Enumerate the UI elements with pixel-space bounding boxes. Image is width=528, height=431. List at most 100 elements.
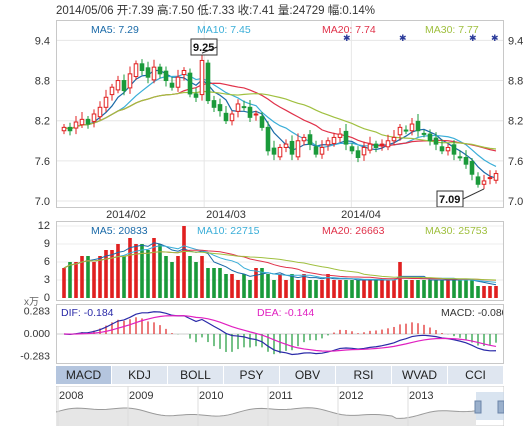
volume-bar: [230, 274, 234, 298]
candle-body: [253, 113, 259, 116]
volume-bar: [212, 268, 216, 298]
volume-bar: [152, 238, 156, 298]
volume-bar: [464, 280, 468, 298]
volume-ma10-line: [63, 245, 497, 283]
volume-bar: [368, 280, 372, 298]
candle-body: [175, 76, 181, 88]
candle-body: [79, 118, 85, 126]
tab-psy[interactable]: PSY: [224, 366, 280, 384]
month-label: 2014/04: [341, 209, 381, 221]
candle-body: [217, 104, 223, 112]
candle-body: [97, 106, 103, 118]
price-tick-label: 8.8: [508, 76, 523, 88]
candle-body: [157, 66, 163, 75]
candle-body: [355, 150, 361, 159]
macd-chart-panel[interactable]: DIF: -0.184 DEA: -0.144 MACD: -0.080: [56, 304, 508, 364]
volume-bar: [350, 280, 354, 298]
volume-bar: [146, 250, 150, 298]
price-tick-label: 7.6: [508, 156, 523, 168]
month-label: 2014/02: [106, 209, 146, 221]
candle-body: [181, 70, 187, 76]
volume-bar: [332, 280, 336, 298]
volume-bar: [482, 286, 486, 298]
tab-wvad[interactable]: WVAD: [392, 366, 448, 384]
history-navigator[interactable]: 2008 2009 2010 2011 2012 2013: [55, 385, 505, 427]
candle-body: [241, 106, 247, 109]
candle-body: [73, 121, 79, 129]
volume-bar: [308, 280, 312, 298]
volume-bar: [374, 280, 378, 298]
macd-tick-label: -0.283: [20, 350, 50, 362]
indicator-tabs: MACD KDJ BOLL PSY OBV RSI WVAD CCI: [56, 366, 504, 384]
tab-kdj[interactable]: KDJ: [112, 366, 168, 384]
volume-ma-legend-label: MA5: 20833: [91, 225, 148, 237]
volume-bar: [128, 238, 132, 298]
candle-body: [475, 176, 481, 185]
star-marker: ✱: [491, 33, 499, 43]
candle-body: [301, 136, 307, 142]
tab-macd[interactable]: MACD: [56, 366, 112, 384]
year-label: 2009: [129, 390, 153, 402]
navigator-handle: [474, 400, 482, 414]
macd-label: MACD: -0.080: [441, 307, 503, 319]
year-label: 2011: [269, 390, 293, 402]
candle-body: [163, 70, 169, 82]
candle-body: [127, 73, 133, 89]
candle-body: [235, 103, 241, 112]
price-tick-label: 8.2: [35, 116, 50, 128]
volume-bar: [62, 268, 66, 298]
volume-tick-label: 0: [44, 292, 50, 304]
tab-obv[interactable]: OBV: [280, 366, 336, 384]
volume-unit-label: x万: [24, 297, 39, 308]
volume-bar: [92, 262, 96, 298]
tab-cci[interactable]: CCI: [448, 366, 504, 384]
price-chart-panel[interactable]: MA5: 7.29 MA10: 7.45 MA20: 7.74 MA30: 7.77 ✱…: [56, 20, 504, 208]
candle-body: [421, 132, 427, 135]
candle-body: [277, 146, 283, 158]
volume-bar: [494, 286, 498, 298]
volume-bar: [254, 268, 258, 298]
candle-body: [427, 133, 433, 142]
volume-bar: [338, 280, 342, 298]
candle-body: [403, 129, 409, 132]
candle-body: [211, 100, 217, 108]
volume-tick-label: 12: [38, 220, 50, 232]
star-marker: ✱: [399, 33, 407, 43]
volume-bar: [272, 280, 276, 298]
volume-bar: [104, 250, 108, 298]
volume-bar: [218, 268, 222, 298]
candle-body: [199, 59, 205, 96]
price-tick-label: 9.4: [35, 35, 50, 47]
tab-rsi[interactable]: RSI: [336, 366, 392, 384]
volume-bar: [296, 280, 300, 298]
candle-body: [337, 133, 343, 138]
candle-body: [133, 63, 139, 78]
macd-axis-left: 0.283 0.000 -0.283: [20, 306, 50, 363]
volume-chart-panel[interactable]: MA5: 20833 MA10: 22715 MA20: 26663 MA30: 25…: [56, 221, 504, 301]
candle-body: [187, 72, 193, 95]
candle-body: [439, 146, 445, 152]
volume-bar: [122, 256, 126, 298]
macd-chart: DIF: -0.184 DEA: -0.144 MACD: -0.080: [57, 307, 508, 356]
candle-body: [103, 96, 109, 108]
quote-header: 2014/05/06 开:7.39 高:7.50 低:7.33 收:7.41 量…: [56, 5, 376, 17]
volume-bar: [284, 280, 288, 298]
candle-body: [271, 147, 277, 155]
candle-body: [367, 143, 373, 151]
candle-body: [457, 156, 463, 159]
volume-tick-label: 9: [44, 238, 50, 250]
candle-body: [229, 113, 235, 122]
candle-body: [385, 140, 391, 148]
candle-body: [295, 140, 301, 158]
volume-bar: [362, 280, 366, 298]
candle-body: [121, 80, 127, 92]
candle-body: [409, 123, 415, 132]
tab-boll[interactable]: BOLL: [168, 366, 224, 384]
navigator-area: [56, 407, 476, 426]
candle-body: [325, 140, 331, 146]
volume-ma-legend-label: MA30: 25753: [425, 225, 488, 237]
volume-bar: [434, 280, 438, 298]
macd-tick-label: 0.283: [24, 306, 50, 318]
volume-bar: [422, 280, 426, 298]
candle-body: [85, 118, 91, 125]
